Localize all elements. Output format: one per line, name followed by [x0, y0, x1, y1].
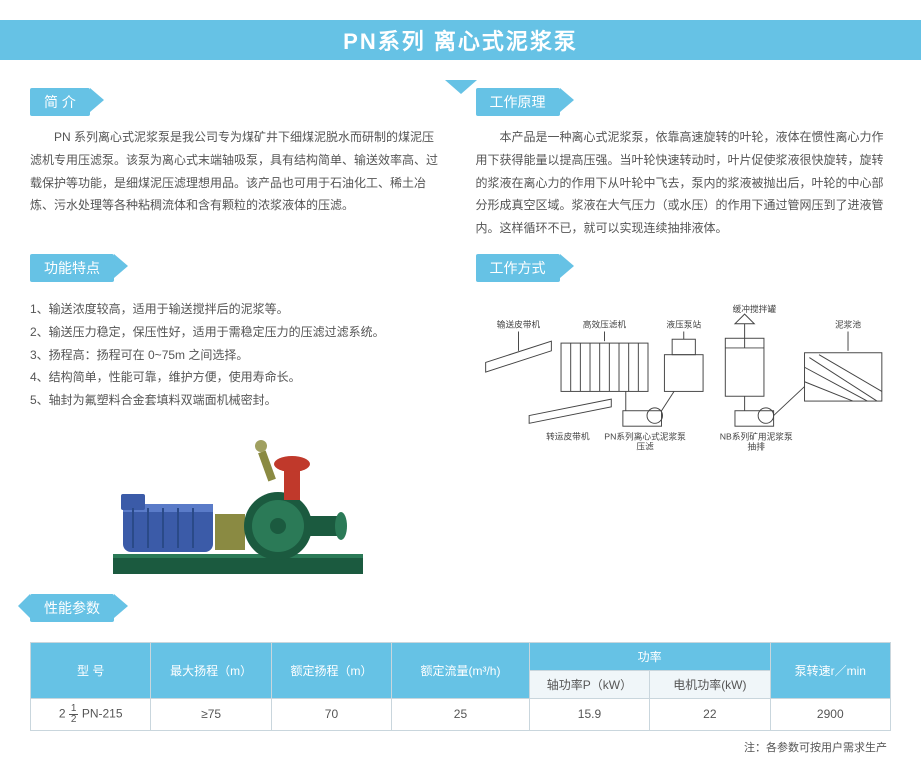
feature-item: 1、输送浓度较高，适用于输送搅拌后的泥浆等。: [30, 298, 446, 321]
diagram-label: 泥浆池: [834, 319, 860, 330]
th-power-group: 功率: [529, 642, 770, 670]
pump-photo-icon: [103, 416, 373, 586]
performance-section: 性能参数 型 号 最大扬程（m） 额定扬程（m） 额定流量(m³/h) 功率 泵…: [0, 586, 921, 755]
diagram-label: 缓冲搅拌罐: [732, 303, 776, 314]
table-row: 2 12 PN-215 ≥75 70 25 15.9 22 2900: [31, 698, 891, 730]
features-label: 功能特点: [30, 254, 114, 282]
cell-shaft-power: 15.9: [529, 698, 649, 730]
cell-max-head: ≥75: [151, 698, 271, 730]
th-model: 型 号: [31, 642, 151, 698]
th-speed: 泵转速r／min: [770, 642, 890, 698]
features-list: 1、输送浓度较高，适用于输送搅拌后的泥浆等。 2、输送压力稳定，保压性好，适用于…: [30, 298, 446, 412]
feature-item: 2、输送压力稳定，保压性好，适用于需稳定压力的压滤过滤系统。: [30, 321, 446, 344]
diagram-label: NB系列矿用泥浆泵: [719, 431, 792, 442]
performance-table: 型 号 最大扬程（m） 额定扬程（m） 额定流量(m³/h) 功率 泵转速r／m…: [30, 642, 891, 731]
cell-rated-head: 70: [271, 698, 391, 730]
intro-label: 简 介: [30, 88, 90, 116]
mid-content-row: 功能特点 1、输送浓度较高，适用于输送搅拌后的泥浆等。 2、输送压力稳定，保压性…: [0, 240, 921, 586]
workmode-column: 工作方式: [476, 254, 892, 586]
cell-rated-flow: 25: [392, 698, 530, 730]
feature-item: 5、轴封为氟塑料合金套填料双端面机械密封。: [30, 389, 446, 412]
feature-item: 3、扬程高：扬程可在 0~75m 之间选择。: [30, 344, 446, 367]
th-shaft-power: 轴功率P（kW）: [529, 670, 649, 698]
workmode-label: 工作方式: [476, 254, 560, 282]
diagram-label: 液压泵站: [666, 319, 701, 330]
diagram-label: 转运皮带机: [546, 431, 590, 442]
th-rated-head: 额定扬程（m）: [271, 642, 391, 698]
svg-text:压滤: 压滤: [636, 440, 654, 451]
feature-item: 4、结构简单，性能可靠，维护方便，使用寿命长。: [30, 366, 446, 389]
performance-label: 性能参数: [30, 594, 114, 622]
principle-text: 本产品是一种离心式泥浆泵，依靠高速旋转的叶轮，液体在惯性离心力作用下获得能量以提…: [476, 126, 892, 240]
cell-speed: 2900: [770, 698, 890, 730]
workmode-diagram: 输送皮带机 高效压滤机 液压泵站 缓冲搅拌罐 泥浆池 转运皮带机 PN系列离心式…: [476, 292, 892, 457]
cell-model: 2 12 PN-215: [31, 698, 151, 730]
intro-text: PN 系列离心式泥浆泵是我公司专为煤矿井下细煤泥脱水而研制的煤泥压滤机专用压滤泵…: [30, 126, 446, 217]
diagram-label: 输送皮带机: [496, 319, 540, 330]
th-max-head: 最大扬程（m）: [151, 642, 271, 698]
svg-text:抽排: 抽排: [747, 440, 765, 451]
cell-motor-power: 22: [650, 698, 770, 730]
th-rated-flow: 额定流量(m³/h): [392, 642, 530, 698]
page-title: PN系列 离心式泥浆泵: [343, 24, 578, 56]
diagram-label: PN系列离心式泥浆泵: [604, 431, 686, 442]
features-column: 功能特点 1、输送浓度较高，适用于输送搅拌后的泥浆等。 2、输送压力稳定，保压性…: [30, 254, 446, 586]
th-motor-power: 电机功率(kW): [650, 670, 770, 698]
performance-note: 注：各参数可按用户需求生产: [30, 739, 891, 755]
principle-column: 工作原理 本产品是一种离心式泥浆泵，依靠高速旋转的叶轮，液体在惯性离心力作用下获…: [476, 88, 892, 240]
intro-column: 简 介 PN 系列离心式泥浆泵是我公司专为煤矿井下细煤泥脱水而研制的煤泥压滤机专…: [30, 88, 446, 240]
diagram-label: 高效压滤机: [582, 319, 626, 330]
title-bar: PN系列 离心式泥浆泵: [0, 20, 921, 60]
pump-image-wrap: [30, 416, 446, 586]
principle-label: 工作原理: [476, 88, 560, 116]
title-pointer-icon: [445, 80, 477, 94]
